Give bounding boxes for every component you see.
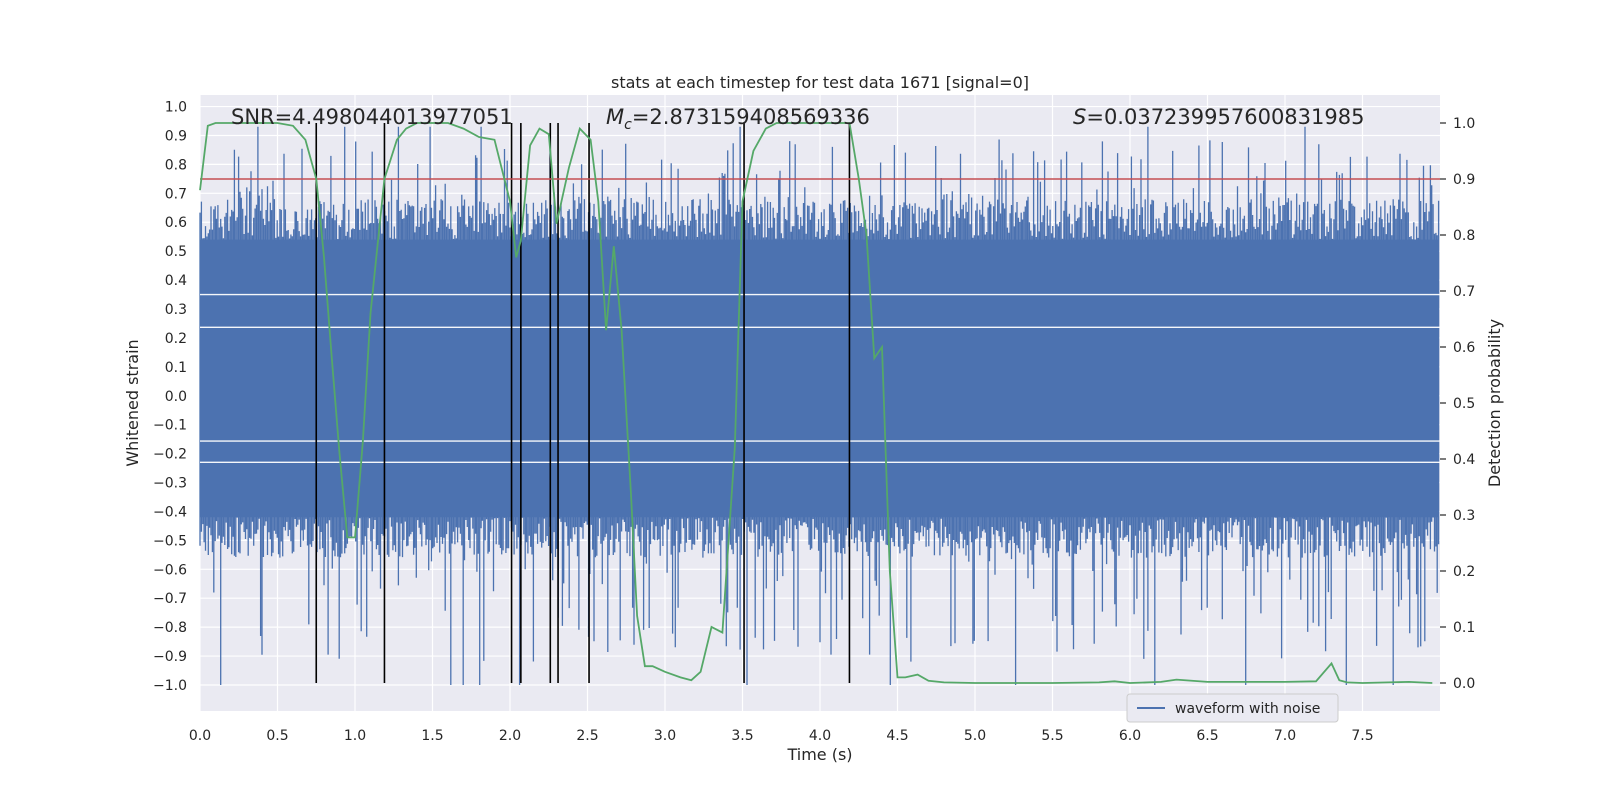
snr-annotation: SNR=4.498044013977051 — [231, 105, 513, 129]
y-tick-label: −0.4 — [153, 504, 187, 520]
x-tick-label: 2.5 — [576, 728, 598, 744]
y2-tick-label: 0.2 — [1453, 564, 1475, 580]
s-value: =0.037239957600831985 — [1086, 105, 1364, 129]
y2-tick-label: 0.7 — [1453, 284, 1475, 300]
y-tick-label: 0.7 — [165, 186, 187, 202]
x-tick-label: 7.0 — [1274, 728, 1296, 744]
y-tick-label: 0.9 — [165, 128, 187, 144]
y-tick-label: 0.0 — [165, 389, 187, 405]
y-axis-label: Whitened strain — [123, 339, 142, 466]
y-tick-label: −0.1 — [153, 418, 187, 434]
chirp-mass-symbol: M — [606, 105, 624, 129]
x-tick-label: 5.5 — [1041, 728, 1063, 744]
legend: waveform with noise — [1126, 693, 1339, 723]
x-tick-label: 0.0 — [189, 728, 211, 744]
y-tick-label: −0.8 — [153, 620, 187, 636]
x-tick-label: 4.5 — [886, 728, 908, 744]
legend-label: waveform with noise — [1175, 701, 1320, 717]
y2-tick-label: 0.5 — [1453, 396, 1475, 412]
y2-tick-label: 0.6 — [1453, 340, 1475, 356]
y2-tick-label: 1.0 — [1453, 116, 1475, 132]
y2-tick-label: 0.9 — [1453, 172, 1475, 188]
y-tick-label: 0.2 — [165, 331, 187, 347]
y-tick-label: −0.5 — [153, 533, 187, 549]
y2-tick-label: 0.4 — [1453, 452, 1475, 468]
s-annotation: S=0.037239957600831985 — [1073, 105, 1364, 129]
y-tick-label: −0.9 — [153, 649, 187, 665]
y-tick-label: 0.1 — [165, 360, 187, 376]
x-tick-label: 1.5 — [421, 728, 443, 744]
x-tick-label: 0.5 — [266, 728, 288, 744]
y-tick-label: −0.6 — [153, 562, 187, 578]
x-axis-ticks: 0.0 0.5 1.0 1.5 2.0 2.5 3.0 3.5 4.0 4.5 5.0 5.5 6.0 6… — [189, 728, 1374, 744]
y-tick-label: −1.0 — [153, 678, 187, 694]
detection-probability-line — [199, 122, 1433, 684]
x-tick-label: 4.0 — [809, 728, 831, 744]
chart-title: stats at each timestep for test data 167… — [611, 73, 1029, 92]
y-tick-label: 0.3 — [165, 302, 187, 318]
y2-tick-label: 0.1 — [1453, 620, 1475, 636]
x-tick-label: 3.0 — [654, 728, 676, 744]
y-tick-label: 1.0 — [165, 100, 187, 116]
y2-tick-label: 0.8 — [1453, 228, 1475, 244]
y-tick-label: −0.2 — [153, 447, 187, 463]
chirp-mass-subscript: c — [624, 117, 632, 133]
y-tick-label: −0.3 — [153, 476, 187, 492]
grid-overlay — [200, 293, 1440, 463]
y-tick-label: 0.4 — [165, 273, 187, 289]
y-tick-label: 0.8 — [165, 157, 187, 173]
y2-axis-label: Detection probability — [1485, 319, 1504, 487]
x-tick-label: 6.0 — [1119, 728, 1141, 744]
x-tick-label: 1.0 — [344, 728, 366, 744]
y2-tick-label: 0.3 — [1453, 508, 1475, 524]
x-tick-label: 7.5 — [1351, 728, 1373, 744]
x-tick-label: 2.0 — [499, 728, 521, 744]
x-tick-label: 3.5 — [731, 728, 753, 744]
s-symbol: S — [1073, 105, 1086, 129]
x-tick-label: 6.5 — [1196, 728, 1218, 744]
chirp-mass-value: =2.873159408569336 — [632, 105, 870, 129]
y-tick-label: 0.5 — [165, 244, 187, 260]
y-tick-label: 0.6 — [165, 215, 187, 231]
y2-axis-ticks: 1.0 0.9 0.8 0.7 0.6 0.5 0.4 0.3 0.2 0.1 0.0 — [1440, 116, 1475, 692]
x-tick-label: 5.0 — [964, 728, 986, 744]
chirp-mass-annotation: Mc=2.873159408569336 — [606, 105, 870, 133]
y2-tick-label: 0.0 — [1453, 676, 1475, 692]
legend-box — [1126, 693, 1339, 723]
y-axis-ticks: 1.0 0.9 0.8 0.7 0.6 0.5 0.4 0.3 0.2 0.1 0.0 −0.1 −0.… — [153, 100, 187, 694]
waveform-core-band — [200, 239, 1438, 518]
y-tick-label: −0.7 — [153, 591, 187, 607]
x-axis-label: Time (s) — [786, 745, 852, 764]
